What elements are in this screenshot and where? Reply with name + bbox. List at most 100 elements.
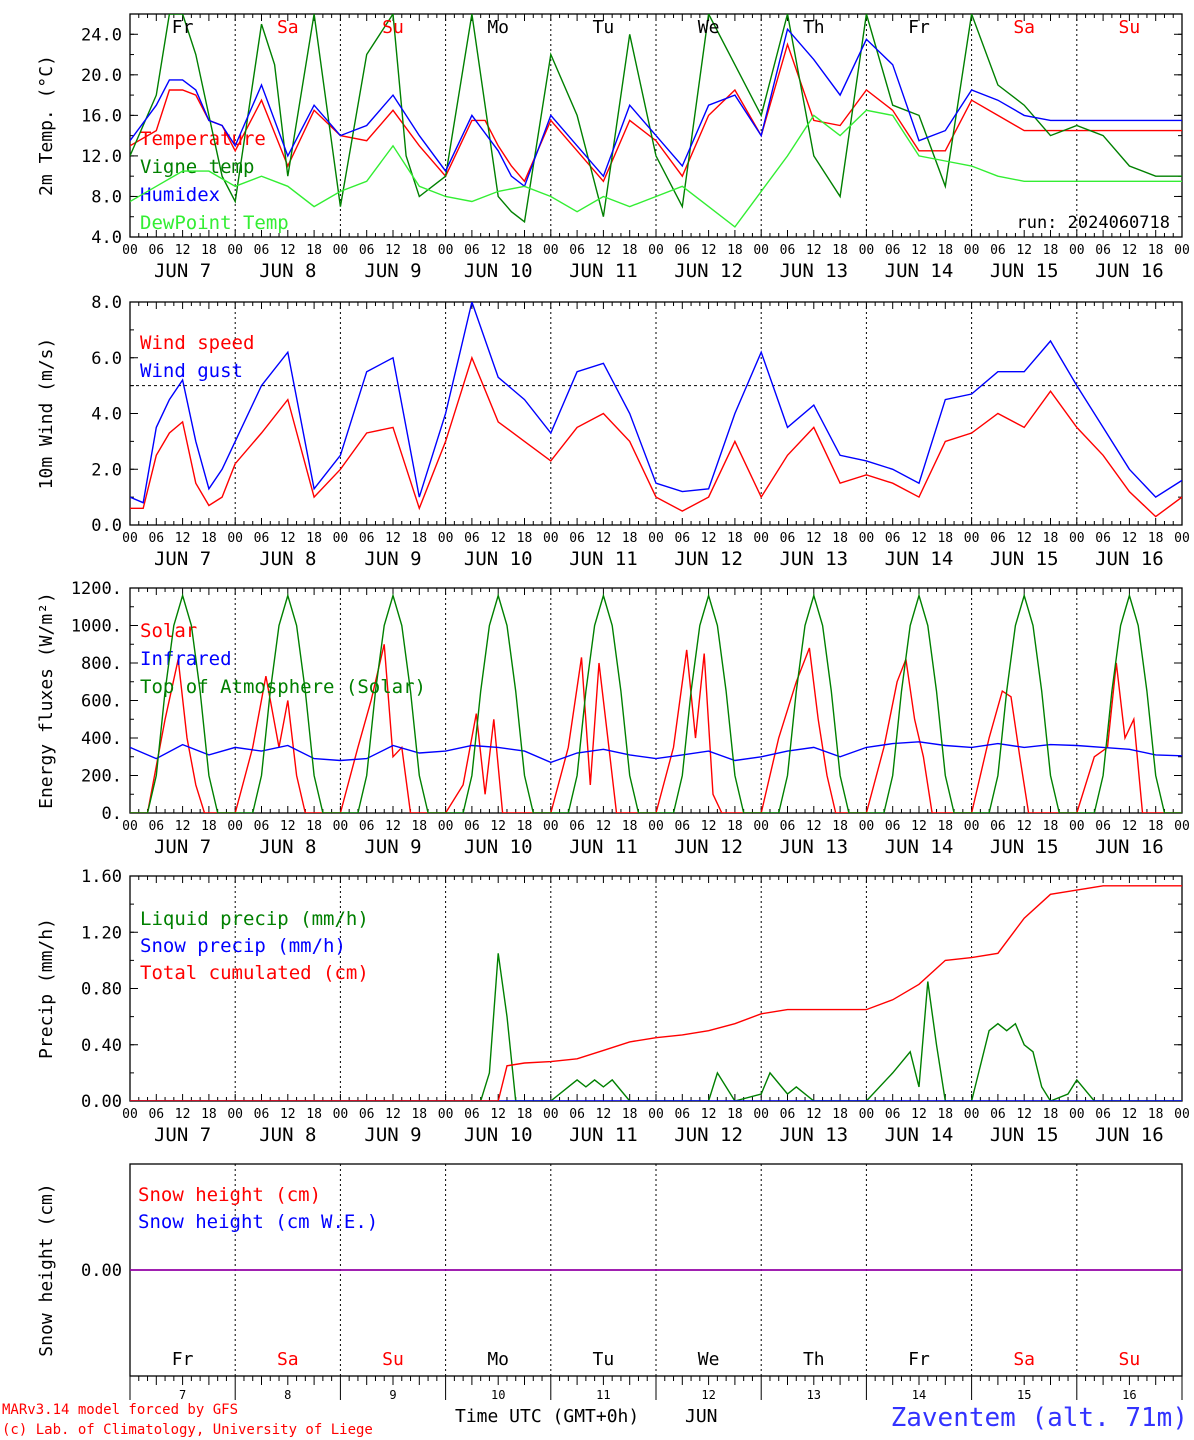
y-tick-label: 4.0: [91, 228, 122, 248]
legend-entry: Liquid precip (mm/h): [140, 908, 369, 930]
series-line-vigne-temp: [130, 14, 1182, 224]
x-hour-label: 12: [385, 243, 401, 258]
y-tick-label: 0.0: [91, 516, 122, 536]
weekday-label-bottom: Sa: [1013, 1349, 1035, 1370]
x-day-label: JUN 15: [990, 1124, 1059, 1146]
weekday-label-bottom: Sa: [277, 1349, 299, 1370]
x-hour-label: 12: [911, 531, 927, 546]
y-tick-label: 0.80: [81, 980, 122, 1000]
x-day-label: JUN 8: [259, 1124, 316, 1146]
x-hour-label: 18: [1043, 243, 1059, 258]
legend-entry: Top of Atmosphere (Solar): [140, 676, 426, 698]
weekday-label-bottom: Th: [803, 1349, 825, 1370]
x-hour-label: 12: [596, 531, 612, 546]
x-hour-label: 06: [254, 243, 270, 258]
legend-entry: Snow height (cm): [138, 1184, 321, 1206]
y-axis-label: 10m Wind (m/s): [36, 338, 57, 490]
x-hour-label: 00: [333, 819, 349, 834]
x-hour-label: 00: [648, 243, 664, 258]
credit-line-2: (c) Lab. of Climatology, University of L…: [2, 1422, 373, 1438]
x-hour-label: 12: [701, 1107, 717, 1122]
x-hour-label: 12: [911, 243, 927, 258]
y-tick-label: 0.: [102, 804, 122, 824]
x-hour-label: 00: [859, 243, 875, 258]
x-day-label: JUN 10: [464, 548, 533, 570]
x-hour-label: 12: [490, 1107, 506, 1122]
x-hour-label: 06: [780, 243, 796, 258]
x-hour-label: 00: [1174, 819, 1190, 834]
x-axis-title: Time UTC (GMT+0h): [455, 1406, 639, 1427]
x-hour-label: 18: [622, 531, 638, 546]
x-day-label: JUN 7: [154, 548, 211, 570]
x-hour-label: 06: [780, 819, 796, 834]
y-axis-label: Energy fluxes (W/m²): [36, 592, 57, 809]
y-tick-label: 0.00: [81, 1092, 122, 1112]
y-tick-label: 800.: [81, 654, 122, 674]
x-hour-label: 12: [1122, 819, 1138, 834]
x-hour-label: 12: [806, 531, 822, 546]
x-hour-label: 00: [964, 819, 980, 834]
x-hour-label: 18: [1148, 819, 1164, 834]
x-hour-label: 18: [937, 1107, 953, 1122]
x-hour-label: 18: [937, 819, 953, 834]
x-hour-label: 12: [701, 819, 717, 834]
x-hour-label: 18: [201, 243, 217, 258]
x-day-label: JUN 14: [885, 836, 954, 858]
x-hour-label: 12: [385, 819, 401, 834]
x-hour-label: 06: [359, 243, 375, 258]
x-hour-label: 00: [333, 243, 349, 258]
x-day-label: JUN 9: [364, 1124, 421, 1146]
x-hour-label: 00: [438, 531, 454, 546]
x-hour-label: 00: [543, 243, 559, 258]
day-number-label: 12: [701, 1388, 715, 1402]
x-hour-label: 06: [464, 819, 480, 834]
series-line-infrared: [130, 741, 1182, 764]
x-hour-label: 00: [543, 819, 559, 834]
x-hour-label: 06: [569, 819, 585, 834]
x-day-label: JUN 13: [779, 836, 848, 858]
x-hour-label: 18: [411, 531, 427, 546]
x-hour-label: 00: [648, 1107, 664, 1122]
x-hour-label: 12: [1122, 1107, 1138, 1122]
y-tick-label: 8.0: [91, 187, 122, 207]
x-hour-label: 18: [937, 243, 953, 258]
x-hour-label: 12: [280, 819, 296, 834]
x-hour-label: 18: [1043, 1107, 1059, 1122]
x-hour-label: 00: [859, 531, 875, 546]
x-hour-label: 00: [1069, 1107, 1085, 1122]
x-hour-label: 00: [1174, 243, 1190, 258]
x-day-label: JUN 9: [364, 836, 421, 858]
y-tick-label: 24.0: [81, 25, 122, 45]
x-hour-label: 12: [490, 243, 506, 258]
x-hour-label: 06: [674, 819, 690, 834]
station-title: Zaventem (alt. 71m): [891, 1403, 1188, 1433]
x-hour-label: 12: [1016, 243, 1032, 258]
y-tick-label: 1.60: [81, 867, 122, 887]
weekday-label-top: Th: [803, 17, 825, 38]
x-hour-label: 18: [727, 243, 743, 258]
series-line-total-cumulated-cm-: [130, 885, 1182, 1101]
x-hour-label: 12: [175, 819, 191, 834]
weekday-label-top: Sa: [277, 17, 299, 38]
x-hour-label: 00: [333, 1107, 349, 1122]
x-hour-label: 18: [306, 1107, 322, 1122]
x-hour-label: 00: [859, 819, 875, 834]
x-hour-label: 06: [148, 1107, 164, 1122]
x-day-label: JUN 12: [674, 1124, 743, 1146]
x-hour-label: 00: [122, 531, 138, 546]
legend-entry: Vigne temp: [140, 156, 254, 178]
series-line-solar: [130, 644, 1182, 813]
x-hour-label: 18: [1148, 531, 1164, 546]
weekday-label-bottom: Fr: [172, 1349, 194, 1370]
x-hour-label: 00: [438, 243, 454, 258]
x-hour-label: 00: [227, 531, 243, 546]
x-hour-label: 12: [911, 1107, 927, 1122]
x-hour-label: 06: [359, 531, 375, 546]
x-hour-label: 06: [148, 243, 164, 258]
y-tick-label: 600.: [81, 692, 122, 712]
x-hour-label: 00: [227, 819, 243, 834]
x-hour-label: 18: [832, 1107, 848, 1122]
x-day-label: JUN 12: [674, 548, 743, 570]
x-day-label: JUN 16: [1095, 260, 1164, 282]
